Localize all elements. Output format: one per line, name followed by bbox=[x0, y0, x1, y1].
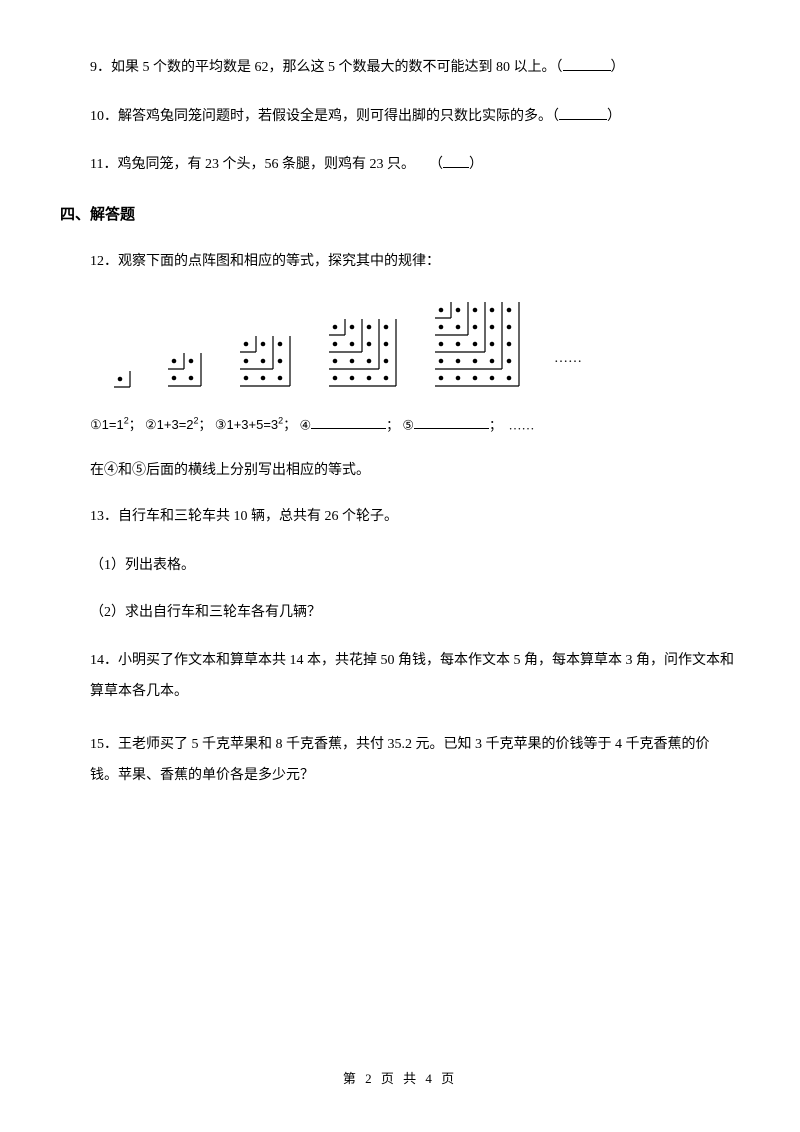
eq-2: ②1+3=22； bbox=[145, 417, 212, 432]
blank-q11[interactable] bbox=[443, 167, 469, 168]
eq-3: ③1+3+5=32； bbox=[215, 417, 296, 432]
eq-4-semi: ； bbox=[386, 417, 399, 432]
diagram-4 bbox=[325, 315, 403, 393]
q11-text: 11．鸡兔同笼，有 23 个头，56 条腿，则鸡有 23 只。 （ bbox=[90, 157, 443, 172]
q10-close: ） bbox=[607, 109, 621, 124]
blank-eq5[interactable] bbox=[414, 428, 489, 429]
diagram-2 bbox=[164, 349, 208, 393]
eq-4-label: ④ bbox=[299, 417, 311, 432]
question-15: 15．王老师买了 5 千克苹果和 8 千克香蕉，共付 35.2 元。已知 3 千… bbox=[90, 730, 740, 792]
blank-eq4[interactable] bbox=[311, 428, 386, 429]
question-12: 12．观察下面的点阵图和相应的等式，探究其中的规律： bbox=[90, 249, 740, 276]
question-14: 14．小明买了作文本和算草本共 14 本，共花掉 50 角钱，每本作文本 5 角… bbox=[90, 646, 740, 708]
diagram-5 bbox=[431, 298, 526, 393]
question-13: 13．自行车和三轮车共 10 辆，总共有 26 个轮子。 bbox=[90, 504, 740, 531]
ellipsis-diagrams: …… bbox=[554, 346, 582, 393]
blank-q9[interactable] bbox=[563, 70, 611, 71]
question-12b: 在④和⑤后面的横线上分别写出相应的等式。 bbox=[90, 458, 740, 485]
question-10: 10．解答鸡兔同笼问题时，若假设全是鸡，则可得出脚的只数比实际的多。（ ） bbox=[90, 104, 740, 131]
dot-diagrams-row: …… bbox=[110, 298, 740, 393]
q9-close: ） bbox=[611, 60, 625, 75]
q11-close: ） bbox=[469, 157, 483, 172]
diagram-3 bbox=[236, 332, 297, 393]
q9-text: 9．如果 5 个数的平均数是 62，那么这 5 个数最大的数不可能达到 80 以… bbox=[90, 60, 563, 75]
question-13-1: （1）列出表格。 bbox=[90, 553, 740, 580]
eq-1: ①1=12； bbox=[90, 417, 142, 432]
q10-text: 10．解答鸡兔同笼问题时，若假设全是鸡，则可得出脚的只数比实际的多。（ bbox=[90, 109, 559, 124]
diagram-1 bbox=[110, 367, 136, 393]
question-9: 9．如果 5 个数的平均数是 62，那么这 5 个数最大的数不可能达到 80 以… bbox=[90, 55, 740, 82]
equation-line: ①1=12； ②1+3=22； ③1+3+5=32； ④ ； ⑤ ； …… bbox=[90, 413, 740, 438]
question-11: 11．鸡兔同笼，有 23 个头，56 条腿，则鸡有 23 只。 （ ） bbox=[90, 152, 740, 179]
blank-q10[interactable] bbox=[559, 119, 607, 120]
eq-5-trail: ； …… bbox=[489, 417, 535, 432]
eq-5-label: ⑤ bbox=[402, 417, 414, 432]
section-4-header: 四、解答题 bbox=[60, 201, 740, 230]
question-13-2: （2）求出自行车和三轮车各有几辆？ bbox=[90, 600, 740, 627]
page-footer: 第 2 页 共 4 页 bbox=[0, 1067, 800, 1092]
